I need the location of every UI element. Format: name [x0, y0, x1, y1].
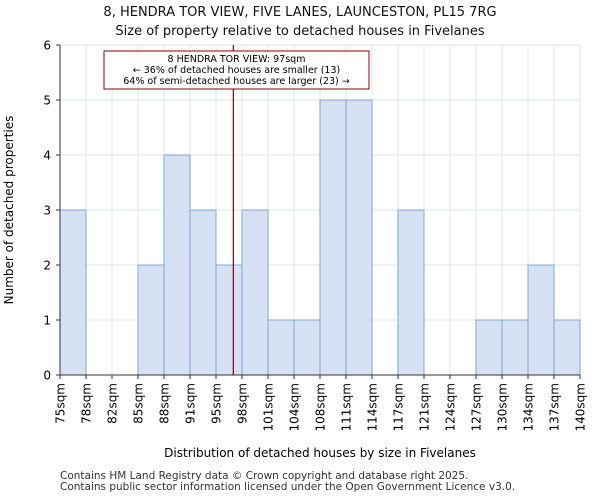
- bar-88sqm: [163, 154, 191, 376]
- x-tick-label: 124sqm: [444, 383, 458, 431]
- x-tick-label: 78sqm: [80, 383, 94, 424]
- bar-111sqm: [345, 99, 373, 376]
- x-tick-label: 127sqm: [470, 383, 484, 431]
- y-axis-label: Number of detached properties: [2, 116, 16, 305]
- bar-130sqm: [501, 319, 529, 376]
- bar-134sqm: [527, 264, 555, 376]
- annotation-line-1: 8 HENDRA TOR VIEW: 97sqm: [168, 54, 306, 65]
- x-tick-label: 101sqm: [262, 383, 276, 431]
- x-tick-label: 98sqm: [236, 383, 250, 424]
- histogram-chart: 0 1 2 3 4 5 6 75sqm 78sqm 82sqm 85sqm 88sqm 91sqm 95…: [2, 39, 588, 461]
- x-tick-label: 75sqm: [54, 383, 68, 424]
- x-tick-label: 130sqm: [496, 383, 510, 431]
- y-tick-label: 6: [43, 39, 51, 53]
- y-tick-label: 4: [43, 149, 51, 163]
- bar-104sqm: [293, 319, 321, 376]
- x-tick-label: 137sqm: [548, 383, 562, 431]
- bars: [59, 99, 581, 376]
- x-tick-label: 104sqm: [288, 383, 302, 431]
- chart-title: 8, HENDRA TOR VIEW, FIVE LANES, LAUNCEST…: [103, 5, 497, 39]
- y-tick-label: 0: [43, 369, 51, 383]
- bar-98sqm: [241, 209, 269, 376]
- x-tick-label: 95sqm: [210, 383, 224, 424]
- x-tick-label: 114sqm: [366, 383, 380, 431]
- annotation-box: [103, 50, 370, 90]
- y-tick-label: 3: [43, 204, 51, 218]
- bar-85sqm: [137, 264, 165, 376]
- x-tick-label: 88sqm: [158, 383, 172, 424]
- x-tick-label: 91sqm: [184, 383, 198, 424]
- y-tick-label: 5: [43, 94, 51, 108]
- x-tick-label: 134sqm: [522, 383, 536, 431]
- y-axis-ticks: 0 1 2 3 4 5 6: [43, 39, 60, 383]
- bar-75sqm: [59, 209, 87, 376]
- bar-127sqm: [475, 319, 503, 376]
- footer-attribution: Contains HM Land Registry data © Crown c…: [60, 470, 516, 493]
- bar-91sqm: [189, 209, 217, 376]
- x-tick-label: 82sqm: [106, 383, 120, 424]
- x-axis-label: Distribution of detached houses by size …: [164, 446, 476, 460]
- x-tick-label: 117sqm: [392, 383, 406, 431]
- bar-137sqm: [553, 319, 581, 376]
- y-tick-label: 1: [43, 314, 51, 328]
- x-tick-label: 85sqm: [132, 383, 146, 424]
- bar-108sqm: [319, 99, 347, 376]
- bar-117sqm: [397, 209, 425, 376]
- x-tick-label: 121sqm: [418, 383, 432, 431]
- bar-101sqm: [267, 319, 295, 376]
- x-tick-label: 108sqm: [314, 383, 328, 431]
- annotation-line-3: 64% of semi-detached houses are larger (…: [123, 76, 350, 87]
- bar-95sqm: [215, 264, 243, 376]
- y-tick-label: 2: [43, 259, 51, 273]
- property-annotation: 8 HENDRA TOR VIEW: 97sqm ← 36% of detach…: [103, 50, 370, 90]
- x-tick-label: 111sqm: [340, 383, 354, 431]
- x-axis-ticks: 75sqm 78sqm 82sqm 85sqm 88sqm 91sqm 95sqm 98sqm…: [54, 375, 588, 431]
- annotation-line-2: ← 36% of detached houses are smaller (13…: [133, 65, 340, 76]
- x-tick-label: 140sqm: [574, 383, 588, 431]
